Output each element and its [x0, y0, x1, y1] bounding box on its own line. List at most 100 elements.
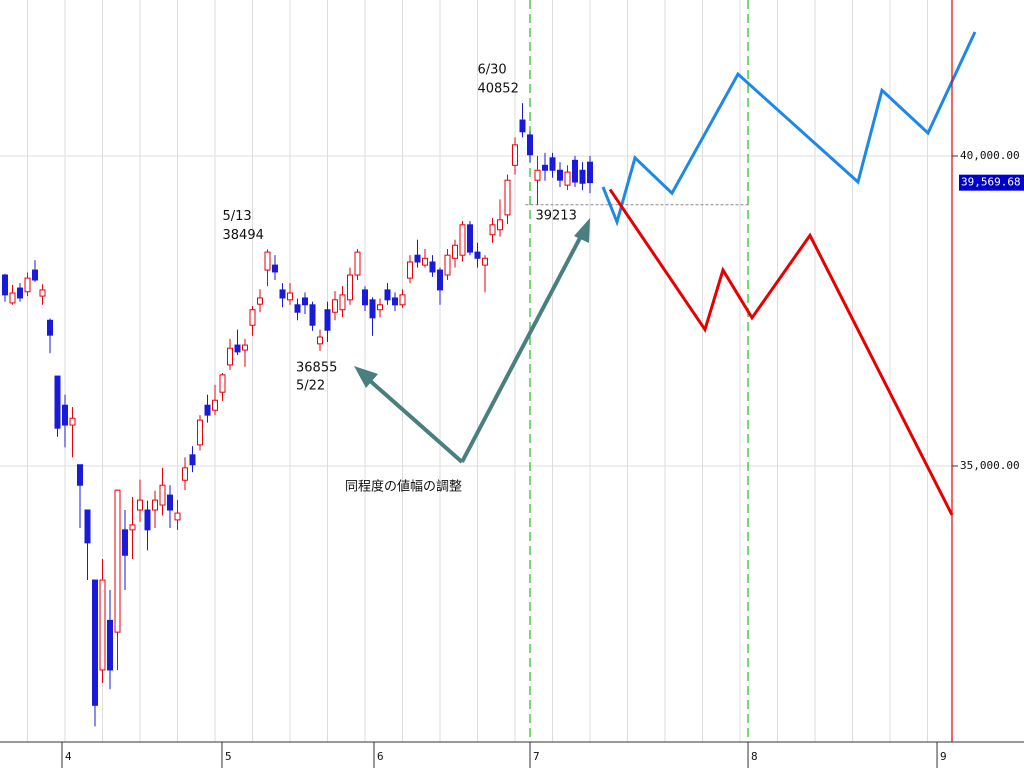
candle-body — [332, 299, 339, 313]
candle-body — [249, 309, 256, 326]
candle-body — [459, 224, 466, 256]
candle-body — [294, 304, 301, 313]
candle-body — [32, 269, 39, 281]
candle-body — [504, 179, 511, 216]
candle-body — [407, 261, 414, 279]
candle-body — [399, 294, 406, 306]
arrow-head — [574, 218, 590, 243]
y-tick-label: 35,000.00 — [960, 459, 1020, 472]
candle-body — [129, 524, 136, 531]
candle-body — [174, 512, 181, 521]
candle-body — [204, 404, 211, 416]
candle-body — [92, 579, 99, 706]
arrow-line — [366, 377, 464, 464]
candle-body — [429, 261, 436, 273]
candle-body — [189, 454, 196, 466]
candle-body — [257, 297, 264, 305]
candle-body — [309, 304, 316, 326]
arrow-head — [354, 366, 378, 388]
candle-body — [347, 274, 354, 301]
candle-body — [511, 144, 518, 166]
annotation-date: 5/13 — [223, 209, 252, 224]
grid — [0, 0, 952, 742]
candle-body — [197, 419, 204, 446]
candle-body — [377, 304, 384, 311]
candle-body — [234, 344, 241, 353]
candle-body — [384, 289, 391, 301]
candle-body — [579, 169, 586, 184]
candle-body — [519, 119, 526, 133]
candle-body — [414, 254, 421, 263]
x-tick-label: 9 — [940, 750, 947, 763]
candle-body — [481, 257, 488, 266]
candle-body — [264, 251, 271, 271]
candle-body — [489, 224, 496, 236]
annotation-date: 6/30 — [477, 63, 506, 78]
candle-body — [339, 294, 346, 311]
candle-body — [17, 287, 24, 299]
candle-body — [107, 619, 114, 671]
candle-body — [227, 347, 234, 366]
candle-body — [362, 289, 369, 306]
x-tick-label: 4 — [65, 750, 72, 763]
candle-body — [47, 319, 54, 336]
candle-body — [9, 292, 16, 304]
candle-body — [437, 269, 444, 291]
candle-body — [541, 164, 548, 171]
candle-body — [159, 484, 166, 506]
candle-body — [571, 159, 578, 183]
projection-line — [601, 31, 977, 227]
candle-body — [62, 404, 69, 426]
candle-body — [549, 157, 556, 171]
marks: 6/30 40852 5/13 38494 36855 5/22 39213 — [2, 31, 977, 727]
annotation-value: 36855 — [296, 360, 337, 375]
candle-body — [122, 529, 129, 556]
candle-body — [69, 417, 76, 426]
candle-body — [137, 499, 144, 511]
arrow-line — [460, 235, 583, 463]
projection-line — [608, 188, 954, 516]
candle-body — [99, 579, 106, 671]
candle-body — [444, 254, 451, 276]
candle-body — [144, 509, 151, 531]
candle-body — [2, 274, 9, 296]
x-tick-label: 5 — [225, 750, 232, 763]
y-tick-label: 40,000.00 — [960, 149, 1020, 162]
candle-body — [212, 399, 219, 411]
candle-body — [564, 171, 571, 186]
x-tick-label: 7 — [533, 750, 540, 763]
candle-body — [317, 336, 324, 345]
candle-body — [287, 292, 294, 301]
candle-body — [167, 494, 174, 511]
candle-body — [452, 244, 459, 259]
candle-body — [392, 297, 399, 306]
candle-body — [84, 509, 91, 544]
candle-body — [556, 169, 563, 181]
current-price-label: 39,569.68 — [961, 176, 1021, 189]
candle-body — [272, 264, 279, 273]
candle-body — [422, 257, 429, 266]
candle-body — [302, 297, 309, 306]
candle-body — [242, 344, 249, 351]
current-price-box — [959, 174, 1024, 191]
candle-body — [586, 161, 593, 184]
arrows — [354, 218, 590, 464]
annotation-date: 5/22 — [296, 378, 325, 393]
candle-body — [77, 464, 84, 486]
candle-body — [496, 219, 503, 231]
candle-body — [182, 467, 189, 481]
arrow-caption: 同程度の値幅の調整 — [345, 479, 462, 495]
candle-body — [24, 277, 31, 293]
candle-body — [54, 375, 61, 429]
candle-body — [467, 224, 474, 253]
candle-body — [474, 251, 481, 259]
annotation-value: 40852 — [477, 82, 518, 97]
candle-body — [369, 299, 376, 319]
candle-body — [324, 309, 331, 331]
candle-body — [114, 489, 121, 633]
candle-body — [219, 374, 226, 393]
candle-body — [526, 134, 533, 156]
